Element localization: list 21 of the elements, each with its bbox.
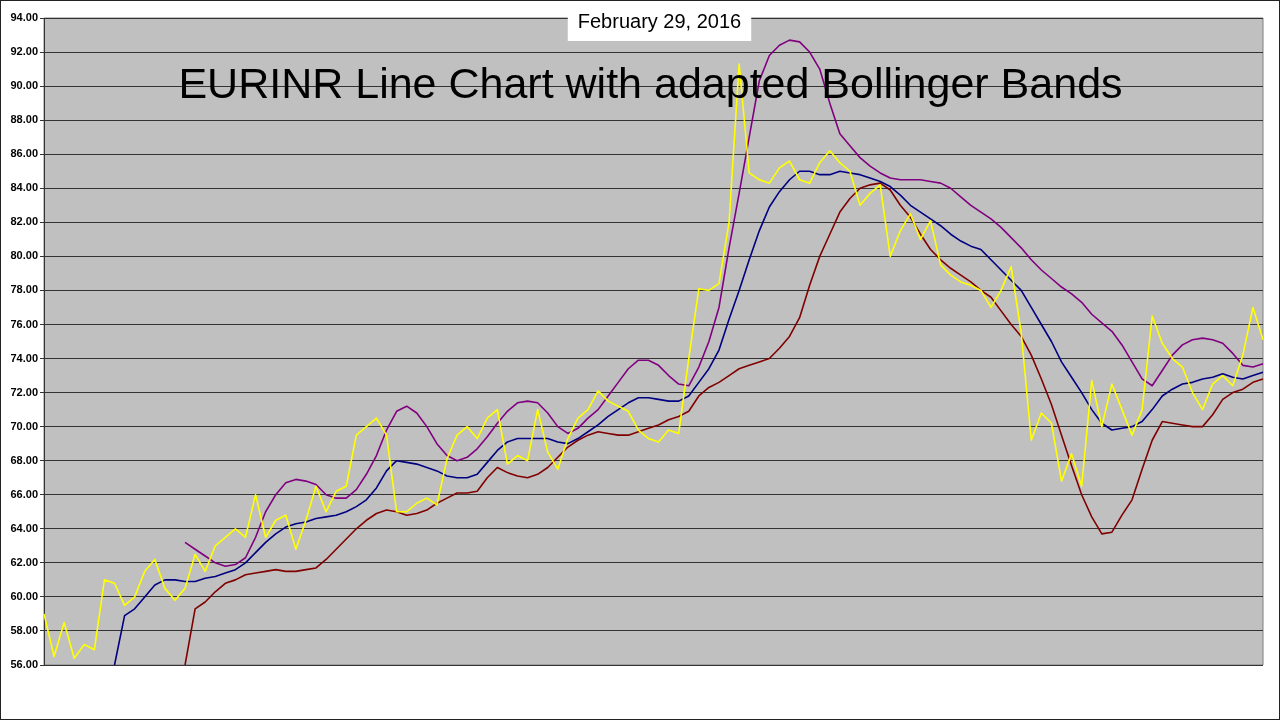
y-tick-label: 56.00: [10, 658, 38, 671]
y-tick-label: 76.00: [10, 317, 38, 330]
y-tick-label: 78.00: [10, 283, 38, 296]
y-tick-label: 86.00: [10, 147, 38, 160]
y-tick-label: 64.00: [10, 521, 38, 534]
y-tick-label: 60.00: [10, 589, 38, 602]
y-tick-label: 62.00: [10, 555, 38, 568]
y-tick-label: 70.00: [10, 419, 38, 432]
y-tick-label: 66.00: [10, 487, 38, 500]
y-tick-label: 92.00: [10, 45, 38, 58]
y-tick-label: 84.00: [10, 181, 38, 194]
y-tick-label: 94.00: [10, 11, 38, 24]
y-tick-label: 80.00: [10, 249, 38, 262]
y-tick-label: 58.00: [10, 623, 38, 636]
y-tick-label: 74.00: [10, 351, 38, 364]
y-tick-label: 82.00: [10, 215, 38, 228]
y-tick-label: 72.00: [10, 385, 38, 398]
y-tick-label: 68.00: [10, 453, 38, 466]
y-tick-label: 88.00: [10, 113, 38, 126]
y-tick-label: 90.00: [10, 79, 38, 92]
chart-subtitle: February 29, 2016: [577, 9, 742, 32]
